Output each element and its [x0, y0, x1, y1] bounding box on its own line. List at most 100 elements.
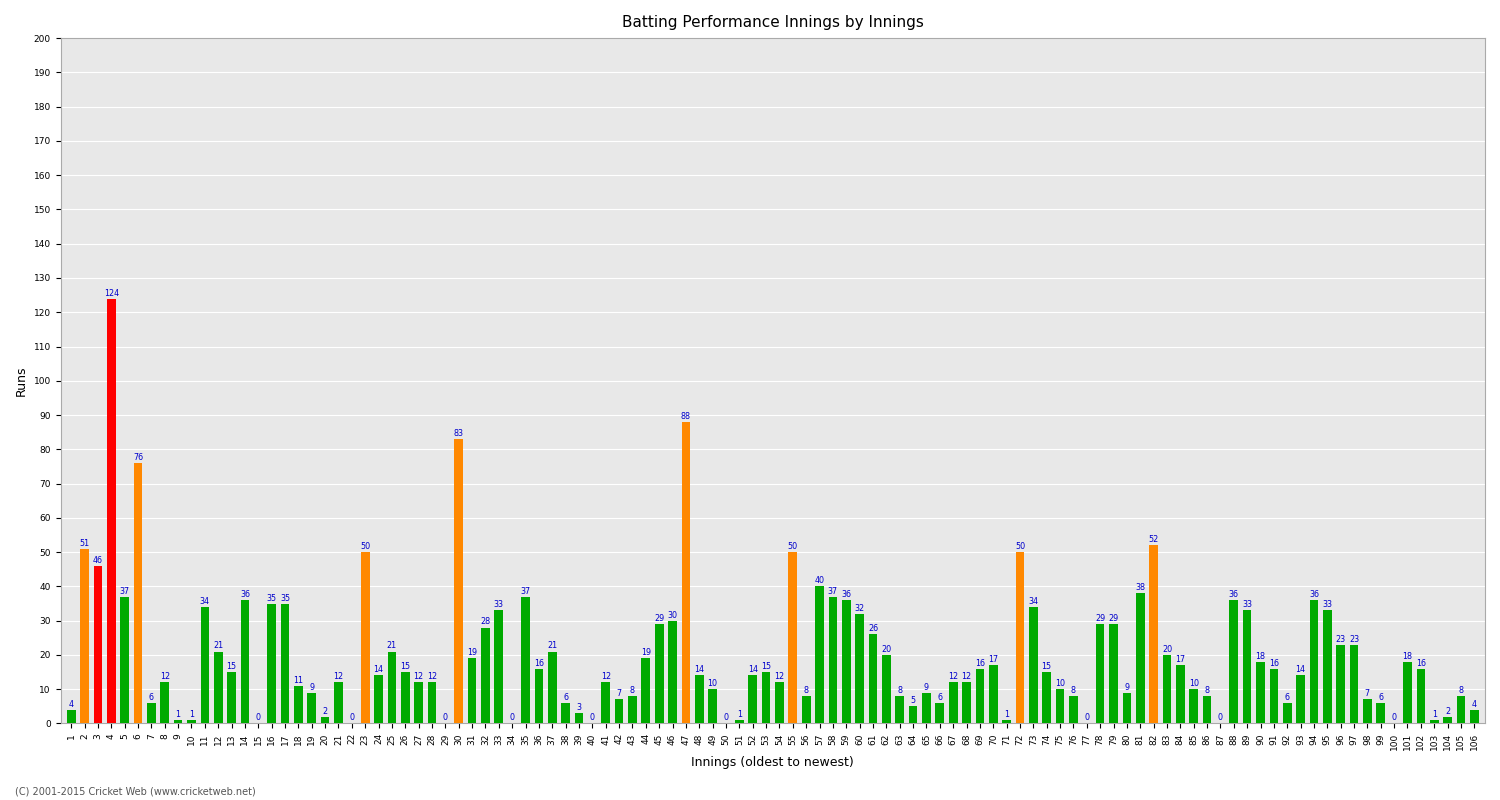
Bar	[482, 627, 490, 723]
Text: 1: 1	[189, 710, 194, 719]
Text: 0: 0	[1218, 713, 1222, 722]
Text: 18: 18	[1256, 652, 1266, 661]
Text: 37: 37	[828, 586, 839, 596]
Bar	[1402, 662, 1411, 723]
Bar	[1377, 703, 1384, 723]
Text: 1: 1	[736, 710, 742, 719]
Bar	[896, 696, 904, 723]
Text: 30: 30	[668, 610, 678, 620]
Text: 16: 16	[975, 658, 986, 668]
Bar	[762, 672, 771, 723]
Bar	[815, 586, 824, 723]
Text: 83: 83	[453, 429, 464, 438]
Text: 0: 0	[256, 713, 261, 722]
Text: 1: 1	[1004, 710, 1010, 719]
Text: 33: 33	[1323, 600, 1332, 610]
Text: 51: 51	[80, 538, 90, 548]
Text: 38: 38	[1136, 583, 1144, 592]
Text: 12: 12	[774, 672, 784, 682]
Text: 8: 8	[897, 686, 902, 695]
Bar	[80, 549, 88, 723]
Bar	[427, 682, 436, 723]
Text: 7: 7	[616, 690, 621, 698]
Text: 6: 6	[1284, 693, 1290, 702]
Bar	[188, 720, 196, 723]
Text: 15: 15	[760, 662, 771, 671]
Bar	[1336, 645, 1346, 723]
Text: 6: 6	[938, 693, 942, 702]
Bar	[602, 682, 610, 723]
Text: 29: 29	[1095, 614, 1106, 623]
Text: 33: 33	[494, 600, 504, 610]
Text: 16: 16	[1269, 658, 1280, 668]
Bar	[1456, 696, 1466, 723]
Bar	[735, 720, 744, 723]
Text: 50: 50	[360, 542, 370, 551]
Bar	[1176, 666, 1185, 723]
Bar	[802, 696, 810, 723]
Bar	[226, 672, 236, 723]
Bar	[240, 600, 249, 723]
Bar	[1296, 675, 1305, 723]
Bar	[694, 675, 703, 723]
Bar	[855, 614, 864, 723]
Bar	[1122, 693, 1131, 723]
Text: 0: 0	[442, 713, 448, 722]
Bar	[1310, 600, 1318, 723]
Text: 16: 16	[534, 658, 544, 668]
Bar	[400, 672, 410, 723]
Bar	[1136, 594, 1144, 723]
Text: 12: 12	[159, 672, 170, 682]
Bar	[1230, 600, 1238, 723]
Text: 0: 0	[510, 713, 515, 722]
Bar	[615, 699, 624, 723]
Bar	[362, 552, 369, 723]
Bar	[174, 720, 183, 723]
Text: 34: 34	[200, 597, 210, 606]
Bar	[828, 597, 837, 723]
Bar	[106, 298, 116, 723]
Bar	[520, 597, 530, 723]
Text: 29: 29	[654, 614, 664, 623]
Text: 9: 9	[309, 682, 315, 692]
Bar	[93, 566, 102, 723]
Text: 36: 36	[240, 590, 250, 599]
Text: 40: 40	[815, 576, 825, 586]
Text: 12: 12	[427, 672, 436, 682]
Bar	[1256, 662, 1264, 723]
Bar	[922, 693, 932, 723]
Text: 14: 14	[374, 666, 384, 674]
Text: 76: 76	[134, 453, 142, 462]
Bar	[1203, 696, 1212, 723]
Bar	[548, 651, 556, 723]
Bar	[1162, 655, 1172, 723]
Bar	[321, 717, 330, 723]
Bar	[454, 439, 464, 723]
Bar	[387, 651, 396, 723]
Bar	[882, 655, 891, 723]
Bar	[681, 422, 690, 723]
Text: 8: 8	[804, 686, 808, 695]
Text: 7: 7	[1365, 690, 1370, 698]
Text: 8: 8	[630, 686, 634, 695]
Bar	[201, 607, 208, 723]
Text: 0: 0	[1084, 713, 1089, 722]
Bar	[1323, 610, 1332, 723]
Text: 8: 8	[1071, 686, 1076, 695]
Text: 11: 11	[294, 676, 303, 685]
Bar	[308, 693, 316, 723]
Text: 4: 4	[1472, 700, 1478, 709]
Y-axis label: Runs: Runs	[15, 366, 28, 396]
Text: (C) 2001-2015 Cricket Web (www.cricketweb.net): (C) 2001-2015 Cricket Web (www.cricketwe…	[15, 786, 255, 796]
Text: 12: 12	[962, 672, 972, 682]
Text: 9: 9	[924, 682, 928, 692]
Text: 10: 10	[1188, 679, 1198, 688]
Text: 17: 17	[1176, 655, 1185, 664]
Bar	[708, 690, 717, 723]
Bar	[534, 669, 543, 723]
Text: 19: 19	[640, 648, 651, 658]
Bar	[975, 669, 984, 723]
Bar	[1430, 720, 1438, 723]
Text: 20: 20	[882, 645, 891, 654]
Text: 36: 36	[842, 590, 852, 599]
